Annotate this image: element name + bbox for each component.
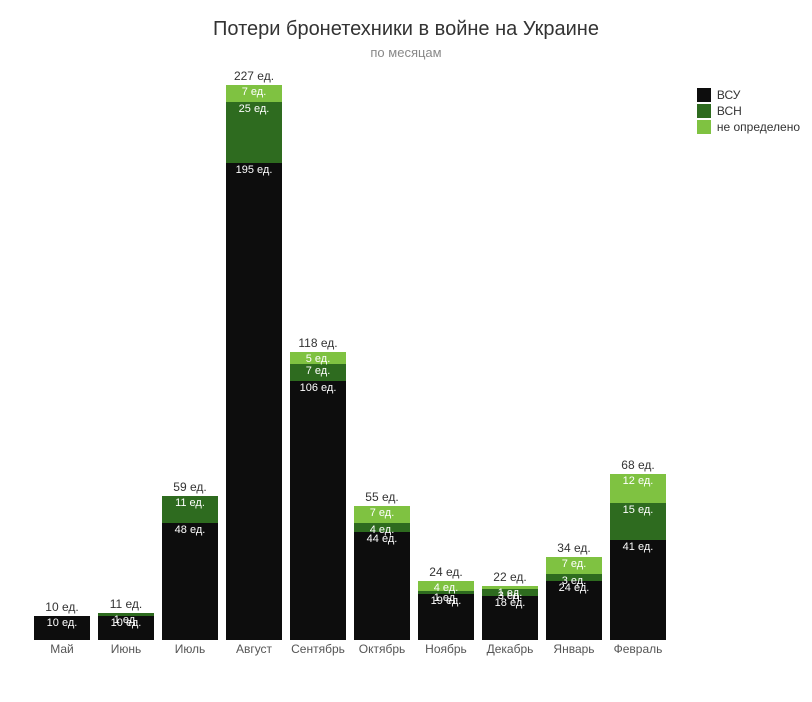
bar-segment-label: 25 ед. bbox=[226, 103, 282, 115]
bar-segment: 25 ед. bbox=[226, 102, 282, 163]
bar-column: 34 ед. 24 ед.3 ед. 7 ед. bbox=[546, 541, 602, 640]
bar-segment-label: 106 ед. bbox=[290, 382, 346, 394]
bar-column: 59 ед. 48 ед. 11 ед. bbox=[162, 480, 218, 640]
bar-segment-label: 195 ед. bbox=[226, 164, 282, 176]
bar-segment: 15 ед. bbox=[610, 503, 666, 540]
bar-segment-label: 3 ед. bbox=[546, 575, 602, 587]
bar-stack: 106 ед. 7 ед.5 ед. bbox=[290, 352, 346, 640]
bar-column: 10 ед. 10 ед. bbox=[34, 600, 90, 640]
bar-segment: 24 ед. bbox=[546, 581, 602, 640]
bar-segment: 7 ед. bbox=[354, 506, 410, 523]
bar-stack: 18 ед.3 ед.1 ед. bbox=[482, 586, 538, 640]
x-axis-label: Февраль bbox=[610, 642, 666, 656]
x-axis-label: Май bbox=[34, 642, 90, 656]
bar-segment-label: 10 ед. bbox=[34, 617, 90, 629]
legend-label: ВСУ bbox=[717, 88, 741, 102]
x-axis-label: Сентябрь bbox=[290, 642, 346, 656]
bar-total-label: 68 ед. bbox=[621, 458, 654, 472]
bar-segment: 1 ед. bbox=[98, 613, 154, 615]
x-axis-label: Декабрь bbox=[482, 642, 538, 656]
legend-swatch bbox=[697, 120, 711, 134]
bar-stack: 195 ед. 25 ед. 7 ед. bbox=[226, 85, 282, 640]
bar-segment-label: 1 ед. bbox=[98, 614, 154, 626]
bar-segment: 4 ед. bbox=[354, 523, 410, 533]
bar-segment: 41 ед. bbox=[610, 540, 666, 640]
x-axis-label: Октябрь bbox=[354, 642, 410, 656]
x-axis-label: Ноябрь bbox=[418, 642, 474, 656]
bar-segment: 12 ед. bbox=[610, 474, 666, 503]
legend-swatch bbox=[697, 88, 711, 102]
bar-segment: 10 ед. bbox=[34, 616, 90, 640]
bar-segment-label: 1 ед. bbox=[482, 587, 538, 599]
legend-label: ВСН bbox=[717, 104, 742, 118]
bar-segment: 18 ед. bbox=[482, 596, 538, 640]
bar-column: 118 ед. 106 ед. 7 ед.5 ед. bbox=[290, 336, 346, 640]
bar-segment: 44 ед. bbox=[354, 532, 410, 640]
bar-column: 11 ед. 10 ед.1 ед. bbox=[98, 597, 154, 640]
bar-total-label: 227 ед. bbox=[234, 69, 274, 83]
bar-stack: 10 ед.1 ед. bbox=[98, 613, 154, 640]
bar-total-label: 22 ед. bbox=[493, 570, 526, 584]
x-axis-label: Август bbox=[226, 642, 282, 656]
legend-item: ВСН bbox=[697, 104, 800, 118]
bar-column: 22 ед. 18 ед.3 ед.1 ед. bbox=[482, 570, 538, 640]
bar-total-label: 118 ед. bbox=[298, 336, 337, 350]
bar-segment: 7 ед. bbox=[226, 85, 282, 102]
bar-total-label: 10 ед. bbox=[45, 600, 78, 614]
bar-segment-label: 48 ед. bbox=[162, 524, 218, 536]
bar-total-label: 11 ед. bbox=[110, 597, 143, 611]
bar-segment-label: 7 ед. bbox=[290, 365, 346, 377]
legend-label: не определено bbox=[717, 120, 800, 134]
bar-segment-label: 5 ед. bbox=[290, 353, 346, 365]
bar-stack: 48 ед. 11 ед. bbox=[162, 496, 218, 640]
bar-segment-label: 7 ед. bbox=[546, 558, 602, 570]
bar-total-label: 55 ед. bbox=[365, 490, 398, 504]
bar-segment-label: 4 ед. bbox=[354, 524, 410, 536]
bar-segment: 3 ед. bbox=[546, 574, 602, 581]
legend-swatch bbox=[697, 104, 711, 118]
bar-stack: 19 ед.1 ед.4 ед. bbox=[418, 581, 474, 640]
bar-segment: 195 ед. bbox=[226, 163, 282, 640]
bar-segment: 7 ед. bbox=[290, 364, 346, 381]
bar-segment: 48 ед. bbox=[162, 523, 218, 640]
bar-segment-label: 11 ед. bbox=[162, 497, 218, 509]
bar-column: 24 ед. 19 ед.1 ед.4 ед. bbox=[418, 565, 474, 640]
x-axis: Май Июнь Июль Август Сентябрь Октябрь Ноябрь Де… bbox=[30, 642, 670, 656]
bar-segment-label: 12 ед. bbox=[610, 475, 666, 487]
bar-segment: 5 ед. bbox=[290, 352, 346, 364]
bar-segment-label: 41 ед. bbox=[610, 541, 666, 553]
bar-segment-label: 4 ед. bbox=[418, 582, 474, 594]
bar-segment-label: 7 ед. bbox=[354, 507, 410, 519]
bar-column: 55 ед. 44 ед.4 ед. 7 ед. bbox=[354, 490, 410, 640]
bar-total-label: 24 ед. bbox=[429, 565, 462, 579]
bar-stack: 24 ед.3 ед. 7 ед. bbox=[546, 557, 602, 640]
plot-area: 10 ед. 10 ед. 11 ед. 10 ед.1 ед. 59 ед. 48 ед… bbox=[30, 85, 670, 640]
bar-segment-label: 7 ед. bbox=[226, 86, 282, 98]
bars-wrap: 10 ед. 10 ед. 11 ед. 10 ед.1 ед. 59 ед. 48 ед… bbox=[30, 85, 670, 640]
bar-stack: 44 ед.4 ед. 7 ед. bbox=[354, 506, 410, 640]
bar-segment: 4 ед. bbox=[418, 581, 474, 591]
x-axis-label: Июнь bbox=[98, 642, 154, 656]
x-axis-label: Январь bbox=[546, 642, 602, 656]
legend: ВСУ ВСН не определено bbox=[697, 88, 800, 136]
bar-segment: 1 ед. bbox=[482, 586, 538, 588]
x-axis-label: Июль bbox=[162, 642, 218, 656]
bar-column: 227 ед. 195 ед. 25 ед. 7 ед. bbox=[226, 69, 282, 640]
bar-stack: 10 ед. bbox=[34, 616, 90, 640]
chart-subtitle: по месяцам bbox=[0, 45, 812, 60]
legend-item: не определено bbox=[697, 120, 800, 134]
chart-container: Потери бронетехники в войне на Украине п… bbox=[0, 0, 812, 702]
chart-title: Потери бронетехники в войне на Украине bbox=[0, 0, 812, 41]
bar-total-label: 34 ед. bbox=[557, 541, 590, 555]
bar-segment: 7 ед. bbox=[546, 557, 602, 574]
legend-item: ВСУ bbox=[697, 88, 800, 102]
bar-column: 68 ед. 41 ед. 15 ед. 12 ед. bbox=[610, 458, 666, 640]
bar-total-label: 59 ед. bbox=[173, 480, 206, 494]
bar-segment: 106 ед. bbox=[290, 381, 346, 640]
bar-segment-label: 15 ед. bbox=[610, 504, 666, 516]
bar-segment: 11 ед. bbox=[162, 496, 218, 523]
bar-stack: 41 ед. 15 ед. 12 ед. bbox=[610, 474, 666, 640]
